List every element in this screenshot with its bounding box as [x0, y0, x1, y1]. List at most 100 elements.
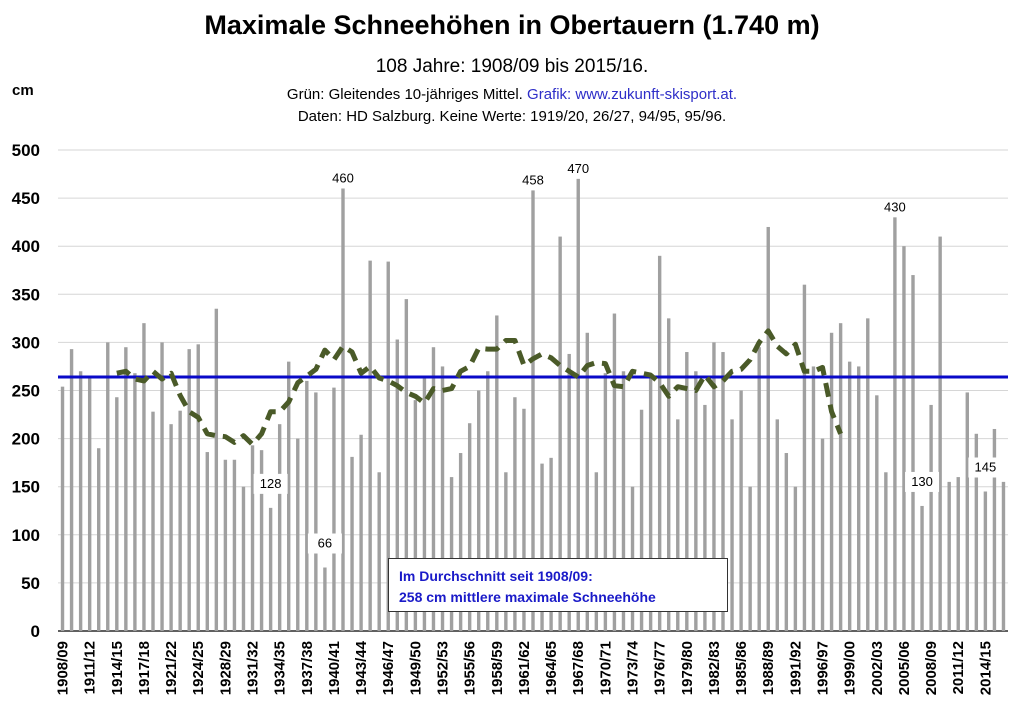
- x-tick-label: 1914/15: [109, 641, 126, 695]
- bar: [259, 450, 264, 631]
- chart-subtitle: 108 Jahre: 1908/09 bis 2015/16.: [375, 56, 649, 77]
- x-tick-label: 1921/22: [163, 641, 180, 695]
- data-label-bg: [968, 457, 1003, 478]
- chart-note: Grün: Gleitendes 10-jähriges Mittel. Gra…: [0, 86, 1024, 103]
- bar: [811, 366, 816, 631]
- x-tick-label: 1973/74: [625, 640, 642, 695]
- bar: [268, 507, 273, 631]
- bar: [685, 352, 689, 631]
- bar: [884, 472, 888, 631]
- bar: [232, 459, 237, 631]
- bar: [838, 323, 843, 631]
- bar: [223, 459, 228, 631]
- bar: [440, 366, 445, 631]
- y-tick-label: 450: [12, 189, 40, 208]
- bar: [169, 424, 173, 631]
- bar: [522, 408, 526, 631]
- bar: [377, 472, 381, 631]
- bar: [857, 366, 861, 631]
- bar: [431, 347, 436, 631]
- y-tick-label: 50: [21, 574, 40, 593]
- bar: [784, 453, 789, 631]
- bar: [540, 463, 544, 631]
- bar: [802, 284, 807, 631]
- data-source-note: Daten: HD Salzburg. Keine Werte: 1919/20…: [297, 108, 727, 125]
- info-line-1: Im Durchschnitt seit 1908/09:: [399, 568, 593, 584]
- bar: [648, 376, 653, 631]
- bar: [449, 477, 454, 631]
- bar: [558, 236, 562, 631]
- bar: [332, 387, 336, 631]
- bar: [657, 255, 662, 631]
- bar: [694, 371, 698, 631]
- bar: [576, 178, 580, 632]
- data-label-bg: [253, 473, 288, 494]
- bar: [124, 347, 128, 631]
- bar: [458, 453, 463, 631]
- x-tick-label: 2008/09: [923, 641, 940, 695]
- bar: [97, 448, 101, 631]
- source-link[interactable]: Grafik: www.zukunft-skisport.at.: [527, 86, 738, 103]
- bar: [422, 377, 427, 631]
- bar: [531, 190, 535, 632]
- bar: [477, 390, 481, 631]
- x-tick-label: 1996/97: [815, 641, 832, 695]
- data-label: 430: [884, 199, 906, 214]
- bar: [142, 323, 146, 631]
- x-tick-label: 1955/56: [462, 641, 479, 695]
- chart-title: Maximale Schneehöhen in Obertauern (1.74…: [204, 10, 820, 40]
- bar: [87, 376, 92, 631]
- x-tick-label: 1911/12: [82, 641, 99, 694]
- bar: [359, 434, 363, 631]
- bar: [1001, 481, 1006, 631]
- x-tick-label: 2002/03: [869, 641, 886, 695]
- y-axis-unit: cm: [12, 82, 34, 99]
- bar: [847, 361, 852, 631]
- x-tick-label: 1917/18: [136, 641, 153, 695]
- x-tick-label: 1982/83: [706, 641, 723, 695]
- y-tick-label: 150: [12, 478, 40, 497]
- y-tick-label: 200: [12, 430, 40, 449]
- data-label: 460: [332, 170, 354, 185]
- bar: [495, 315, 499, 631]
- y-tick-label: 400: [12, 237, 40, 256]
- x-tick-label: 1928/29: [217, 641, 234, 695]
- bar: [513, 397, 517, 631]
- bar: [341, 188, 345, 632]
- bar: [60, 386, 65, 631]
- bar: [205, 452, 209, 631]
- bar: [467, 423, 472, 631]
- x-tick-label: 1952/53: [435, 641, 452, 695]
- bar: [775, 419, 779, 631]
- bar: [793, 486, 798, 631]
- x-tick-label: 2011/12: [950, 641, 967, 694]
- x-tick-label: 1970/71: [597, 641, 614, 695]
- data-label-bg: [905, 471, 940, 492]
- bar: [250, 445, 255, 631]
- bar: [730, 419, 734, 631]
- bar: [196, 344, 200, 631]
- bar: [585, 332, 589, 631]
- bar: [911, 275, 915, 631]
- bar: [748, 486, 752, 631]
- bar: [567, 353, 571, 631]
- bar: [115, 397, 119, 631]
- bar: [395, 339, 399, 631]
- x-tick-label: 1991/92: [787, 641, 804, 695]
- x-tick-label: 1943/44: [353, 640, 370, 695]
- bar: [78, 371, 83, 631]
- bar: [178, 410, 182, 631]
- note-prefix: Grün: Gleitendes 10-jähriges Mittel.: [286, 86, 523, 103]
- bar: [133, 373, 137, 631]
- x-tick-label: 2014/15: [977, 641, 994, 695]
- bar: [386, 261, 390, 631]
- bar: [703, 404, 707, 631]
- data-label: 128: [260, 476, 282, 491]
- bar: [214, 308, 219, 631]
- x-tick-label: 1979/80: [679, 641, 696, 695]
- x-tick-label: 1937/38: [299, 641, 316, 695]
- bar: [902, 246, 906, 631]
- bar: [241, 486, 246, 631]
- bar: [866, 318, 870, 631]
